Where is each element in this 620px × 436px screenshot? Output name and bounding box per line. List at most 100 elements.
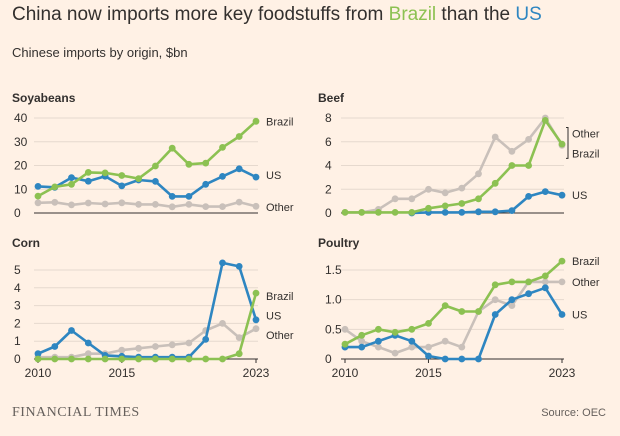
y-tick-label: 0 <box>14 352 21 366</box>
data-point-other <box>508 302 516 309</box>
data-point-brazil <box>358 331 366 339</box>
y-tick-label: 4 <box>14 281 21 295</box>
data-point-brazil <box>408 325 416 333</box>
data-point-us <box>118 182 126 190</box>
data-point-brazil <box>34 355 42 363</box>
data-point-us <box>425 352 432 360</box>
data-point-other <box>202 203 210 211</box>
data-point-other <box>135 201 143 208</box>
y-tick-label: 0 <box>325 352 332 366</box>
data-point-other <box>425 185 432 193</box>
data-point-brazil <box>391 209 399 216</box>
panel-title: Poultry <box>318 236 360 250</box>
data-point-brazil <box>491 179 499 187</box>
data-point-brazil <box>541 117 549 124</box>
y-tick-label: 8 <box>325 111 332 125</box>
data-point-other <box>68 201 75 209</box>
series-label-brazil: Brazil <box>266 116 294 128</box>
data-point-brazil <box>358 209 366 216</box>
data-point-us <box>51 343 59 350</box>
data-point-other <box>558 278 566 286</box>
data-point-brazil <box>68 355 75 363</box>
title-part-1: China now imports more key foodstuffs fr… <box>12 4 389 25</box>
data-point-us <box>202 180 210 188</box>
data-point-us <box>541 284 549 292</box>
data-point-other <box>458 184 466 192</box>
data-point-brazil <box>441 202 449 210</box>
data-point-brazil <box>525 278 532 286</box>
data-point-other <box>408 343 416 351</box>
data-point-us <box>508 296 516 304</box>
data-point-brazil <box>408 209 416 216</box>
data-point-brazil <box>84 169 92 176</box>
data-point-brazil <box>118 355 126 363</box>
data-point-brazil <box>508 162 516 169</box>
data-point-brazil <box>118 172 126 179</box>
data-point-other <box>118 199 126 207</box>
y-tick-label: 1.5 <box>325 263 342 277</box>
y-tick-label: 20 <box>14 159 28 173</box>
y-tick-label: 0.5 <box>325 322 342 336</box>
series-line-us <box>410 190 564 215</box>
x-tick-label: 2010 <box>332 366 359 380</box>
y-tick-label: 40 <box>14 111 28 125</box>
data-point-other <box>118 346 126 354</box>
series-label-us: US <box>572 310 587 322</box>
data-point-us <box>358 343 366 351</box>
data-point-other <box>168 341 176 349</box>
data-point-us <box>491 208 499 216</box>
x-tick-label: 2010 <box>25 366 52 380</box>
data-point-other <box>541 278 549 286</box>
data-point-brazil <box>491 281 499 289</box>
data-point-us <box>202 336 210 343</box>
data-point-brazil <box>34 192 42 200</box>
series-label-other: Other <box>266 330 294 342</box>
data-point-other <box>252 202 260 210</box>
data-point-other <box>219 203 226 211</box>
panel-beef: Beef 0 2 4 6 8 Other Brazil US <box>318 91 600 220</box>
data-point-brazil <box>202 159 210 167</box>
series-line-brazil <box>36 120 258 198</box>
data-point-other <box>425 343 432 351</box>
y-tick-label: 0 <box>325 206 332 220</box>
data-point-other <box>101 200 109 208</box>
x-tick-label: 2023 <box>243 366 270 380</box>
data-point-brazil <box>235 133 243 140</box>
y-tick-label: 10 <box>14 182 28 196</box>
data-point-brazil <box>168 144 176 152</box>
data-point-brazil <box>558 257 566 265</box>
y-tick-label: 4 <box>325 159 332 173</box>
data-point-other <box>358 337 366 345</box>
data-point-us <box>525 193 532 200</box>
series-label-brazil: Brazil <box>266 291 294 303</box>
data-point-us <box>252 173 260 181</box>
data-point-us <box>185 193 193 200</box>
panel-corn: Corn 0 1 2 3 4 5 2010 2015 2023 Brazil US Other <box>12 236 294 380</box>
data-point-other <box>34 199 42 207</box>
y-tick-label: 3 <box>14 299 21 313</box>
data-point-brazil <box>84 355 92 363</box>
data-point-us <box>508 207 516 215</box>
data-point-other <box>152 201 159 208</box>
data-point-brazil <box>558 140 566 148</box>
data-point-brazil <box>185 355 193 363</box>
data-point-other <box>51 198 59 206</box>
data-point-us <box>458 209 466 216</box>
data-point-us <box>558 311 566 318</box>
y-tick-label: 2 <box>14 316 21 330</box>
data-point-other <box>235 198 243 206</box>
data-point-us <box>68 174 75 182</box>
data-point-other <box>252 325 260 333</box>
data-point-other <box>235 334 243 341</box>
panel-poultry: Poultry 0 0.5 1.0 1.5 2010 2015 2023 Brazil Other… <box>318 236 600 380</box>
data-point-brazil <box>341 209 349 216</box>
data-point-brazil <box>168 355 176 363</box>
data-point-other <box>375 343 382 351</box>
data-point-us <box>84 177 92 185</box>
data-point-brazil <box>51 183 59 191</box>
panel-title: Soyabeans <box>12 91 76 105</box>
data-point-brazil <box>391 328 399 336</box>
data-point-brazil <box>508 278 516 286</box>
data-point-us <box>475 208 482 216</box>
series-label-brazil: Brazil <box>572 149 600 161</box>
